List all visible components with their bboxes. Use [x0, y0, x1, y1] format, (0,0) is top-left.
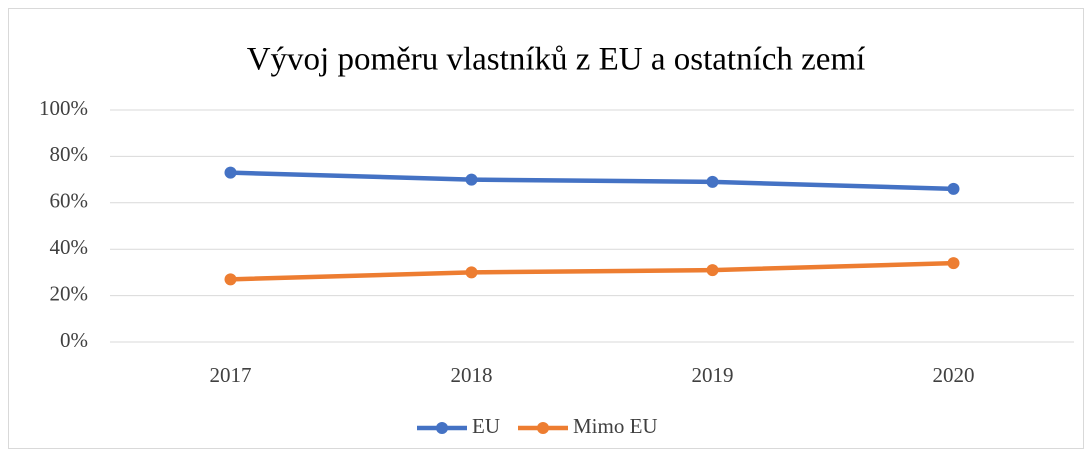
y-tick-label: 80%: [50, 142, 89, 166]
series-marker: [465, 266, 478, 279]
legend-label: EU: [472, 414, 500, 438]
x-tick-label: 2017: [210, 363, 252, 387]
legend-marker: [537, 422, 549, 434]
legend-marker: [436, 422, 448, 434]
series-line: [228, 260, 956, 282]
legend-label: Mimo EU: [573, 414, 658, 438]
y-tick-label: 40%: [50, 235, 89, 259]
series-marker: [947, 257, 960, 270]
y-tick-label: 0%: [60, 328, 88, 352]
series-marker: [465, 173, 478, 186]
series-marker: [947, 182, 960, 195]
series-marker: [224, 273, 237, 286]
chart-frame: [8, 8, 1084, 449]
x-tick-label: 2020: [933, 363, 975, 387]
x-tick-label: 2019: [692, 363, 734, 387]
y-tick-label: 20%: [50, 281, 89, 305]
series-line: [228, 170, 956, 192]
y-tick-label: 100%: [39, 96, 88, 120]
series-marker: [224, 166, 237, 179]
series-marker: [706, 264, 719, 277]
x-tick-label: 2018: [451, 363, 493, 387]
y-tick-label: 60%: [50, 189, 89, 213]
series-marker: [706, 175, 719, 188]
chart-title: Vývoj poměru vlastníků z EU a ostatních …: [247, 42, 866, 78]
